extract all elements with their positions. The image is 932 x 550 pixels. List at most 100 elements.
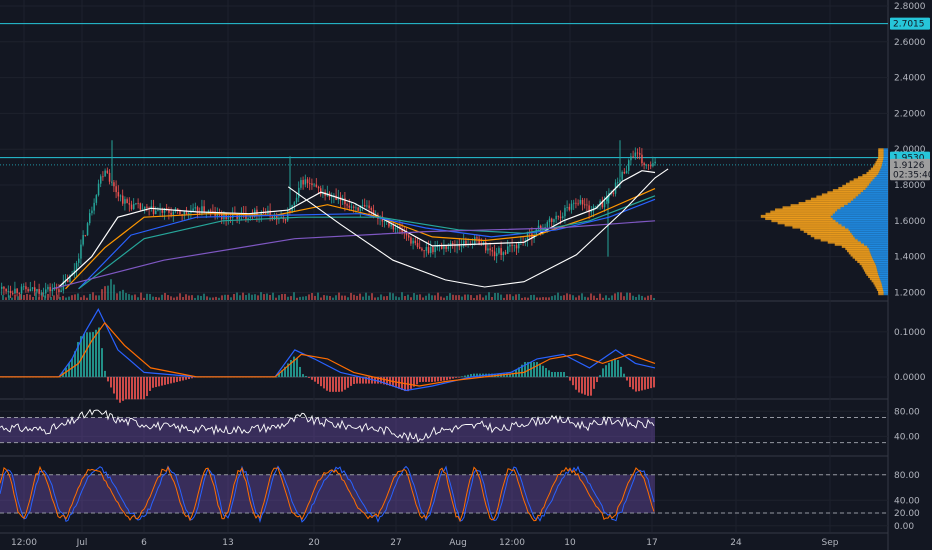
candle-body (509, 244, 511, 247)
macd-histogram-bar (530, 362, 532, 377)
volume-bar (377, 297, 379, 300)
price-pane[interactable] (0, 23, 888, 300)
macd-histogram-bar (284, 366, 286, 377)
candle-body (540, 225, 542, 230)
price-axis[interactable]: 2.8000 2.6000 2.4000 2.2000 2.0000 1.8000 1.60… (890, 2, 932, 532)
macd-histogram-bar (320, 376, 322, 387)
volume-profile-bar (880, 279, 888, 283)
volume-bar (566, 293, 568, 300)
volume-bar (296, 297, 298, 300)
time-tick-label: Sep (822, 538, 839, 548)
macd-pane[interactable] (0, 308, 656, 403)
candle-body (346, 204, 348, 206)
candle-body (606, 197, 608, 202)
candle-body (652, 163, 654, 167)
candle-body (306, 179, 309, 184)
volume-profile-bar (765, 217, 833, 221)
macd-histogram-bar (596, 376, 598, 383)
rsi-pane[interactable] (0, 408, 888, 444)
candle-body (474, 237, 476, 245)
candle-body (29, 288, 32, 292)
price-tag (890, 158, 930, 171)
volume-bar (437, 292, 439, 300)
candle-body (212, 211, 214, 213)
volume-bar (167, 295, 169, 300)
macd-histogram-bar (302, 374, 304, 377)
time-axis[interactable]: 12:00 Jul 6 13 20 27 Aug 12:00 10 17 24 Sep (11, 538, 839, 548)
candle-body (75, 262, 78, 271)
candle-body (414, 240, 417, 244)
oscillator-tick-label: 0.1000 (894, 328, 926, 338)
volume-profile-bar (863, 189, 888, 193)
stoch-pane[interactable] (0, 465, 888, 524)
candle-body (130, 204, 133, 210)
oscillator-tick-label: 40.00 (894, 432, 920, 442)
volume-bar (68, 296, 70, 300)
volume-bar (26, 293, 28, 300)
volume-bar (233, 294, 235, 300)
macd-histogram-bar (173, 376, 175, 383)
candle-body (34, 287, 36, 292)
volume-bar (401, 292, 403, 300)
macd-histogram-bar (185, 376, 187, 380)
volume-profile-bar (832, 217, 888, 221)
macd-histogram-bar (137, 376, 139, 400)
candle-body (412, 240, 414, 244)
volume-profile-bar (840, 206, 888, 210)
volume-bar (539, 297, 541, 300)
macd-histogram-bar (368, 376, 370, 384)
candle-body (432, 246, 434, 253)
price-tag-label: 02:35:40 (893, 170, 932, 180)
candle-body (452, 243, 454, 245)
volume-profile-bar (873, 281, 882, 285)
macd-histogram-bar (578, 376, 580, 393)
candle-body (190, 212, 192, 213)
candle-body (436, 245, 439, 248)
candle-body (84, 235, 87, 236)
volume-bar (257, 295, 259, 300)
candle-body (487, 248, 489, 251)
macd-histogram-bar (155, 376, 157, 388)
macd-histogram-bar (188, 376, 190, 380)
macd-histogram-bar (551, 371, 553, 377)
volume-profile-bar (841, 223, 888, 227)
candle-body (16, 288, 18, 293)
candle-body (247, 218, 249, 219)
macd-histogram-bar (581, 376, 583, 394)
candle-body (313, 184, 315, 186)
volume-profile-bar (777, 221, 839, 225)
volume-bar (191, 295, 193, 300)
volume-profile-bar (883, 292, 888, 296)
candle-body (447, 246, 450, 249)
volume-bar (449, 293, 451, 300)
time-tick-label: 13 (222, 538, 233, 548)
candle-body (315, 184, 318, 187)
candle-body (456, 245, 458, 247)
volume-bar (59, 297, 61, 300)
macd-histogram-bar (341, 376, 343, 392)
volume-bar (458, 295, 460, 300)
volume-bar (563, 295, 565, 300)
volume-bar (248, 293, 250, 300)
volume-bar (263, 294, 265, 300)
candle-body (205, 212, 208, 214)
volume-profile-bar (866, 171, 879, 175)
macd-histogram-bar (338, 376, 340, 392)
volume-bar (467, 294, 469, 300)
volume-bar (92, 292, 94, 300)
volume-profile-bar (834, 242, 865, 246)
macd-histogram-bar (563, 371, 565, 377)
volume-bar (197, 295, 199, 300)
volume-profile-bar (854, 236, 888, 240)
volume-profile-bar (878, 290, 884, 294)
volume-bar (113, 284, 115, 300)
candle-body (14, 288, 16, 294)
volume-profile-bar (862, 174, 877, 178)
volume-bar (71, 295, 73, 300)
candle-body (317, 186, 320, 189)
volume-bar (218, 297, 220, 300)
volume-bar (125, 292, 127, 300)
volume-profile-bar (860, 191, 888, 195)
volume-profile-bar (882, 287, 888, 291)
